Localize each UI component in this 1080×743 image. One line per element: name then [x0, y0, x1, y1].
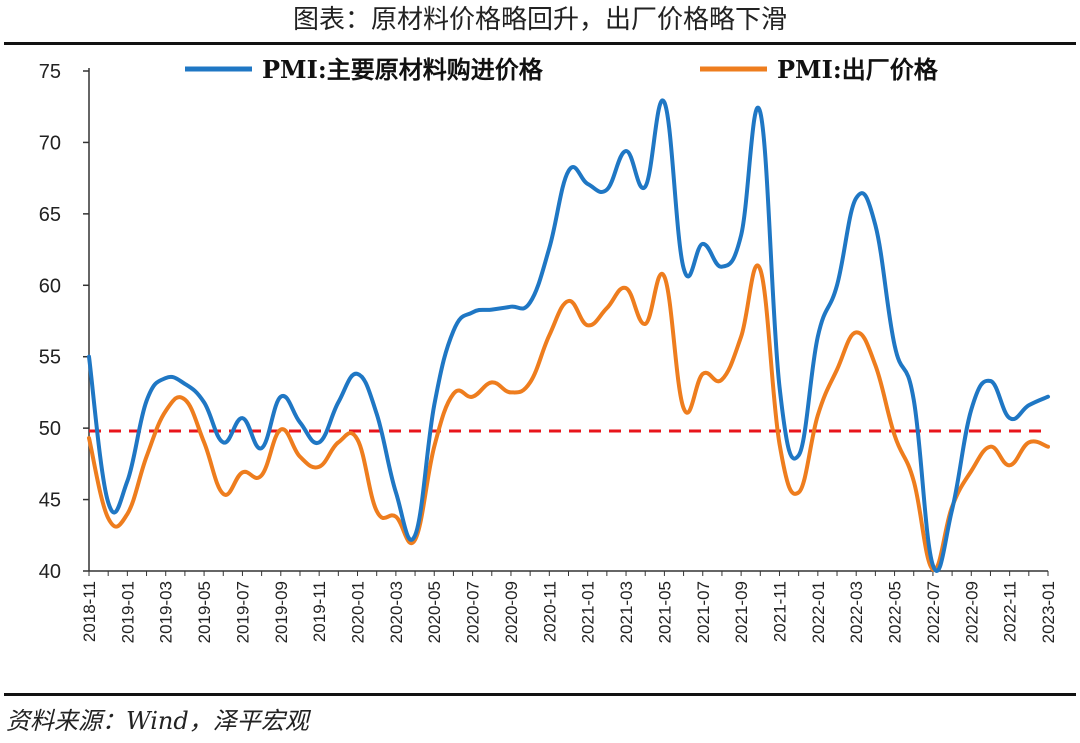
x-tick-label: 2020-07 [464, 581, 483, 643]
x-tick-label: 2021-07 [694, 581, 713, 643]
x-tick-label: 2022-01 [809, 581, 828, 643]
y-tick-label: 70 [39, 132, 61, 154]
x-tick-label: 2019-01 [118, 581, 137, 643]
legend-label-series1: PMI:主要原材料购进价格 [262, 55, 544, 84]
x-tick-label: 2020-03 [387, 581, 406, 643]
x-tick-label: 2023-01 [1039, 581, 1058, 643]
y-tick-label: 50 [39, 418, 61, 440]
x-tick-label: 2020-09 [502, 581, 521, 643]
y-tick-label: 75 [39, 61, 61, 83]
series-line-1 [87, 98, 1050, 574]
legend: PMI:主要原材料购进价格 PMI:出厂价格 [185, 55, 939, 84]
top-divider [4, 42, 1076, 45]
x-tick-label: 2022-09 [962, 581, 981, 643]
chart-title: 图表：原材料价格略回升，出厂价格略下滑 [292, 5, 787, 35]
x-tick-label: 2019-03 [157, 581, 176, 643]
line-chart: 40 45 50 55 60 65 70 75 2018-11 2019-01 2019-03 201… [39, 55, 1058, 643]
x-tick-label: 2019-05 [195, 581, 214, 643]
series-line-2 [87, 263, 1050, 572]
x-tick-label: 2021-11 [770, 581, 789, 642]
x-tick-label: 2021-01 [579, 581, 598, 643]
axes: 40 45 50 55 60 65 70 75 2018-11 2019-01 2019-03 201… [39, 61, 1058, 643]
y-tick-label: 45 [39, 490, 61, 512]
x-tick-label: 2022-07 [924, 581, 943, 643]
x-tick-label: 2020-01 [349, 581, 368, 643]
bottom-divider [4, 693, 1076, 696]
y-tick-label: 40 [39, 561, 61, 583]
x-tick-label: 2018-11 [80, 581, 99, 642]
x-tick-label: 2022-11 [1001, 581, 1020, 642]
x-tick-label: 2019-11 [310, 581, 329, 642]
y-tick-label: 65 [39, 204, 61, 226]
x-tick-label: 2020-05 [425, 581, 444, 643]
x-tick-label: 2020-11 [540, 581, 559, 642]
x-tick-label: 2022-05 [886, 581, 905, 643]
x-tick-label: 2021-03 [617, 581, 636, 643]
y-tick-label: 55 [39, 347, 61, 369]
x-tick-label: 2019-07 [233, 581, 252, 643]
x-tick-label: 2019-09 [272, 581, 291, 643]
y-tick-label: 60 [39, 275, 61, 297]
legend-label-series2: PMI:出厂价格 [777, 55, 939, 84]
x-tick-label: 2022-03 [847, 581, 866, 643]
source-note: 资料来源：Wind，泽平宏观 [6, 707, 309, 735]
series-group [87, 98, 1050, 574]
x-tick-label: 2021-09 [732, 581, 751, 643]
x-tick-label: 2021-05 [655, 581, 674, 643]
